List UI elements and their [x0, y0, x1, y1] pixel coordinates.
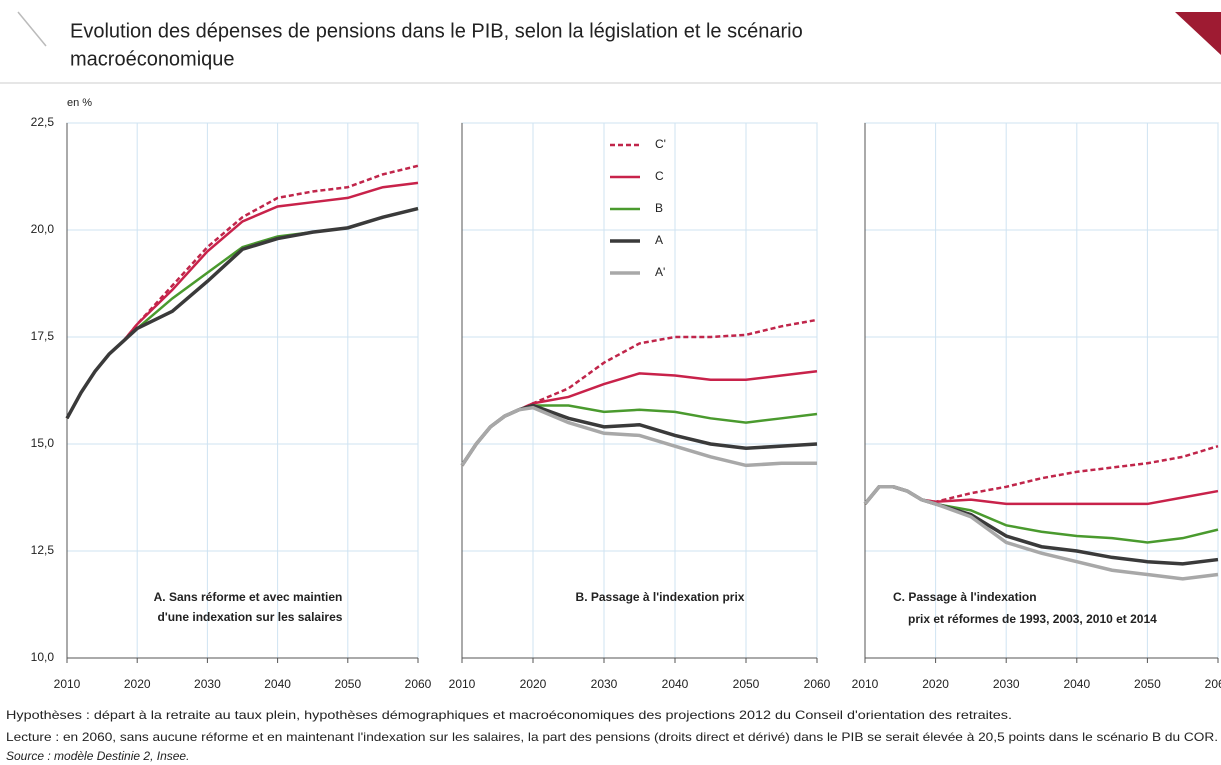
- x-tick-label: 2040: [264, 677, 291, 691]
- x-tick-label: 2060: [804, 677, 831, 691]
- x-tick-label: 2050: [1134, 677, 1161, 691]
- footer-line: Lecture : en 2060, sans aucune réforme e…: [6, 730, 1218, 744]
- panel-frame: [66, 122, 419, 659]
- title-line: macroéconomique: [70, 48, 235, 70]
- panel-annotation: prix et réformes de 1993, 2003, 2010 et …: [908, 612, 1157, 626]
- x-tick-label: 2010: [54, 677, 81, 691]
- x-tick-label: 2040: [1063, 677, 1090, 691]
- legend-label: A: [655, 233, 663, 247]
- panel-frame: [864, 122, 1219, 659]
- x-tick-label: 2040: [662, 677, 689, 691]
- panel-annotation: d'une indexation sur les salaires: [158, 610, 343, 624]
- series-line: [863, 485, 1219, 581]
- x-tick-label: 2030: [194, 677, 221, 691]
- x-tick-label: 2020: [124, 677, 151, 691]
- legend-label: A': [655, 265, 665, 279]
- x-tick-label: 2050: [733, 677, 760, 691]
- panel-annotation: B. Passage à l'indexation prix: [576, 590, 745, 604]
- y-axis-label: en %: [67, 97, 92, 109]
- series-line: [65, 206, 419, 420]
- y-tick-label: 22,5: [31, 115, 55, 129]
- title-line: Evolution des dépenses de pensions dans …: [70, 20, 803, 42]
- series-line: [460, 405, 817, 468]
- x-tick-label: 2020: [520, 677, 547, 691]
- x-tick-label: 2030: [993, 677, 1020, 691]
- footer-line: Source : modèle Destinie 2, Insee.: [6, 749, 189, 763]
- legend-label: C': [655, 137, 666, 151]
- panel-frame: [461, 122, 818, 659]
- panel-annotation: A. Sans réforme et avec maintien: [154, 590, 343, 604]
- legend-label: C: [655, 169, 664, 183]
- x-tick-label: 2030: [591, 677, 618, 691]
- y-tick-label: 17,5: [31, 329, 55, 343]
- x-tick-label: 2010: [852, 677, 879, 691]
- y-tick-label: 20,0: [31, 222, 55, 236]
- x-tick-label: 2050: [334, 677, 361, 691]
- corner-triangle: [1175, 12, 1221, 55]
- x-tick-label: 2060: [1205, 677, 1221, 691]
- header-icon: [17, 11, 47, 47]
- panel-annotation: C. Passage à l'indexation: [893, 590, 1037, 604]
- footer-line: Hypothèses : départ à la retraite au tau…: [6, 708, 1012, 722]
- x-tick-label: 2020: [922, 677, 949, 691]
- y-tick-label: 12,5: [31, 543, 55, 557]
- y-tick-label: 15,0: [31, 436, 55, 450]
- y-tick-label: 10,0: [31, 650, 55, 664]
- x-tick-label: 2060: [405, 677, 432, 691]
- series-line: [864, 444, 1219, 505]
- x-tick-label: 2010: [449, 677, 476, 691]
- legend-label: B: [655, 201, 663, 215]
